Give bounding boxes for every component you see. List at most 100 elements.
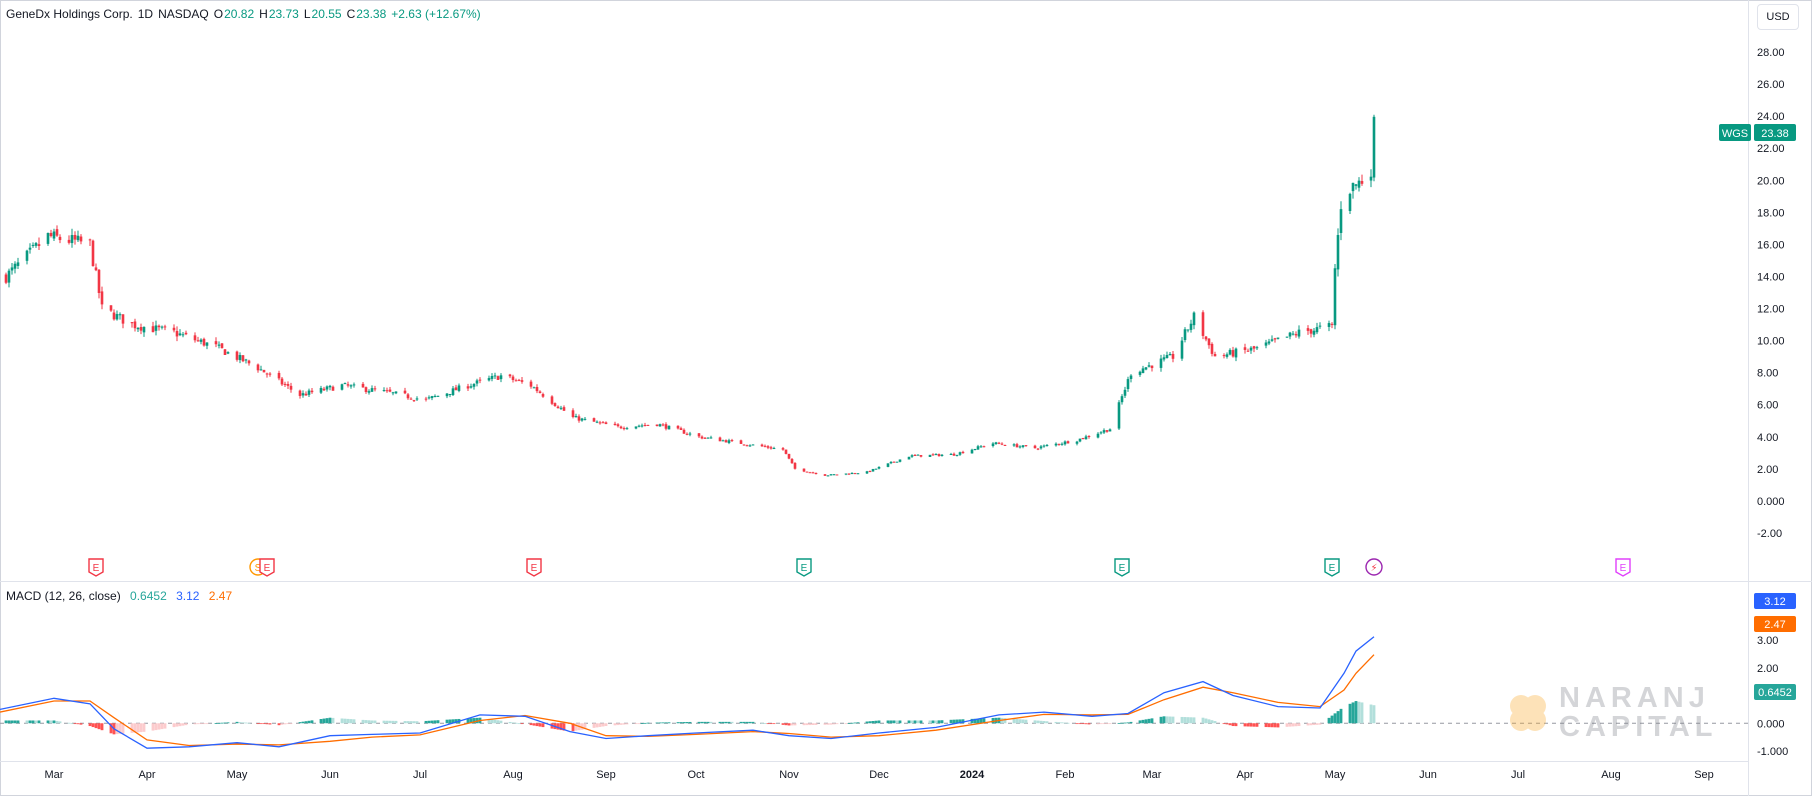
macd-histogram-bar: [1372, 705, 1376, 724]
candle-down: [517, 379, 521, 381]
macd-histogram-bar: [1183, 717, 1187, 724]
macd-histogram-bar: [490, 719, 494, 724]
price-pane[interactable]: [4, 114, 1376, 477]
candle-up: [31, 244, 35, 246]
macd-histogram-bar: [622, 723, 626, 725]
macd-histogram-bar: [1144, 719, 1148, 724]
macd-pane[interactable]: [0, 636, 1748, 749]
macd-histogram-bar: [1336, 711, 1340, 724]
macd-histogram-bar: [1297, 723, 1301, 727]
candle-up: [340, 384, 344, 390]
candle-down: [700, 436, 704, 439]
candle-up: [16, 262, 20, 266]
candle-up: [1225, 354, 1229, 357]
candle-up: [889, 461, 893, 464]
earnings-event-icon[interactable]: E: [259, 558, 275, 577]
macd-histogram-bar: [214, 723, 218, 724]
candle-down: [535, 387, 539, 392]
candle-up: [7, 270, 11, 283]
close-value: 23.38: [356, 7, 387, 21]
macd-indicator-label[interactable]: MACD (12, 26, close): [6, 589, 121, 603]
candle-down: [1150, 365, 1154, 369]
macd-histogram-bar: [1312, 723, 1316, 726]
earnings-event-icon[interactable]: E: [88, 558, 104, 577]
candle-up: [1126, 379, 1130, 390]
time-tick-label: Sep: [1694, 769, 1714, 781]
low-value: 20.55: [311, 7, 342, 21]
macd-histogram-bar: [433, 720, 437, 724]
candle-down: [847, 473, 851, 475]
earnings-event-icon[interactable]: E: [526, 558, 542, 577]
macd-histogram-bar: [625, 723, 629, 725]
macd-histogram-bar: [766, 723, 770, 725]
earnings-event-icon[interactable]: E: [1114, 558, 1130, 577]
macd-histogram-bar: [982, 718, 986, 724]
symbol-name[interactable]: GeneDx Holdings Corp.: [6, 7, 133, 21]
time-tick-label: May: [227, 769, 248, 781]
macd-histogram-bar: [1354, 701, 1358, 724]
macd-histogram-bar: [4, 720, 8, 724]
candle-up: [1138, 371, 1142, 375]
time-axis[interactable]: Mar Apr May Jun Jul Aug Sep Oct Nov Dec 2024 Feb Mar…: [45, 769, 1714, 781]
candle-up: [949, 453, 953, 455]
macd-histogram-bar: [31, 720, 35, 724]
macd-histogram-bar: [730, 721, 734, 724]
macd-histogram-bar: [1327, 717, 1331, 724]
candle-up: [559, 407, 563, 409]
macd-histogram-bar: [892, 720, 896, 724]
news-flash-icon[interactable]: ⚡: [1365, 558, 1383, 576]
macd-histogram-bar: [496, 720, 500, 724]
earnings-event-icon[interactable]: E: [1615, 558, 1631, 577]
candle-down: [718, 437, 722, 442]
price-axis[interactable]: 28.00 26.00 24.00 22.00 20.00 18.00 16.00 14.00…: [1757, 47, 1785, 540]
macd-histogram-bar: [28, 720, 32, 724]
candle-up: [874, 468, 878, 470]
macd-histogram-bar: [331, 717, 335, 724]
earnings-event-icon[interactable]: E: [796, 558, 812, 577]
macd-histogram-bar: [961, 719, 965, 724]
macd-histogram-bar: [307, 720, 311, 724]
candle-up: [28, 247, 32, 250]
candle-up: [391, 392, 395, 394]
candle-up: [1147, 365, 1151, 367]
macd-histogram-bar: [217, 722, 221, 724]
candle-down: [466, 386, 470, 389]
macd-histogram-bar: [34, 720, 38, 724]
macd-histogram-bar: [196, 723, 200, 725]
candle-up: [721, 440, 725, 442]
macd-histogram-bar: [373, 720, 377, 724]
macd-histogram-bar: [874, 720, 878, 724]
macd-histogram-bar: [661, 722, 665, 724]
candle-down: [577, 416, 581, 421]
macd-histogram-bar: [1081, 723, 1085, 725]
macd-histogram-bar: [1228, 723, 1232, 726]
macd-histogram-bar: [556, 723, 560, 730]
candle-up: [1228, 349, 1232, 355]
candle-up: [325, 386, 329, 390]
candle-up: [877, 466, 881, 469]
macd-histogram-bar: [751, 721, 755, 724]
candle-down: [760, 444, 764, 447]
candle-down: [73, 234, 77, 240]
candle-up: [448, 393, 452, 395]
macd-histogram-bar: [115, 723, 119, 735]
exchange: NASDAQ: [158, 7, 209, 21]
candle-up: [1186, 329, 1190, 331]
candle-up: [319, 387, 323, 393]
candle-up: [625, 428, 629, 430]
earnings-event-icon[interactable]: E: [1324, 558, 1340, 577]
macd-histogram-bar: [73, 723, 77, 725]
candle-down: [1024, 445, 1028, 447]
macd-histogram-bar: [466, 718, 470, 724]
macd-histogram-bar: [952, 719, 956, 724]
macd-legend[interactable]: MACD (12, 26, close) 0.6452 3.12 2.47: [6, 589, 238, 603]
candle-down: [892, 461, 896, 463]
candle-up: [1045, 445, 1049, 447]
candle-down: [1081, 438, 1085, 440]
candle-up: [970, 449, 974, 454]
macd-histogram-bar: [415, 721, 419, 724]
candle-up: [1357, 180, 1361, 188]
symbol-legend[interactable]: GeneDx Holdings Corp. 1D NASDAQ O 20.82 H…: [6, 7, 486, 21]
macd-histogram-bar: [898, 720, 902, 724]
currency-button[interactable]: USD: [1757, 4, 1799, 30]
